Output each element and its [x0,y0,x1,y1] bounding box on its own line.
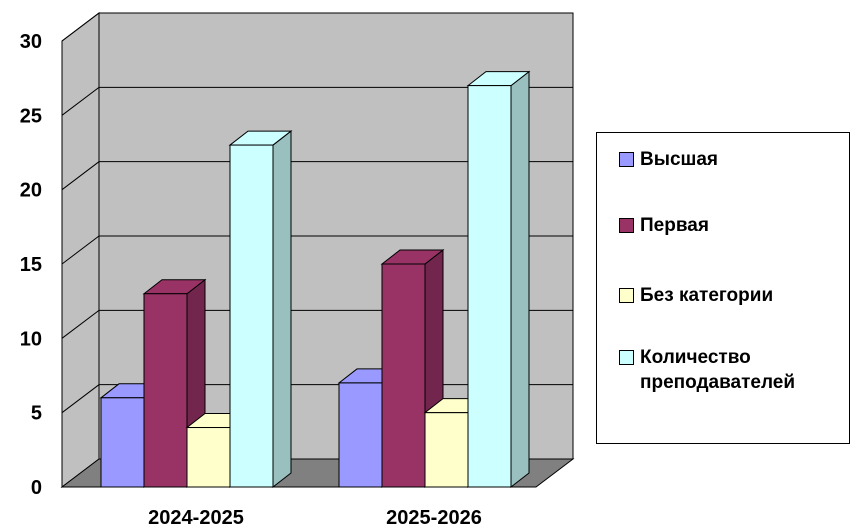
x-axis-categories: 2024-2025 2025-2026 [148,507,482,529]
legend: Высшая Первая Без категории Количество п… [596,132,850,444]
bar-front [186,427,231,488]
bar [228,130,293,489]
legend-swatch [619,350,634,365]
bar-front [467,85,512,488]
bar-front [229,144,274,488]
y-tick-label: 25 [20,105,42,127]
legend-label: Без категории [640,285,774,306]
gridline [61,86,573,116]
legend-item-pervaya: Первая [619,213,840,238]
legend-item-vysshaya: Высшая [619,147,840,172]
y-tick-label: 5 [31,403,42,425]
legend-item-kolichestvo: Количество преподавателей [619,345,840,395]
bars [99,70,531,489]
y-tick-label: 0 [31,477,42,499]
bar-side [272,130,292,489]
x-category-label: 2024-2025 [148,507,244,529]
legend-swatch [619,152,634,167]
bar-side [510,70,530,489]
y-tick-label: 30 [20,31,42,53]
legend-label: Количество преподавателей [640,347,796,393]
bar-front [338,382,383,488]
legend-label: Первая [640,215,709,236]
legend-swatch [619,218,634,233]
gridline [61,12,573,42]
legend-swatch [619,288,634,303]
gridline [61,161,573,191]
bar-front [424,412,469,488]
y-axis-ticks: 0 5 10 15 20 25 30 [20,31,42,499]
bar [466,70,531,489]
x-category-label: 2025-2026 [386,507,482,529]
bar-front [143,293,188,488]
gridline [61,235,573,265]
legend-label: Высшая [640,149,719,170]
legend-item-bez-kategorii: Без категории [619,283,840,308]
bar-front [381,263,426,488]
y-tick-label: 10 [20,328,42,350]
y-tick-label: 15 [20,254,42,276]
bar-front [100,397,145,488]
y-tick-label: 20 [20,180,42,202]
